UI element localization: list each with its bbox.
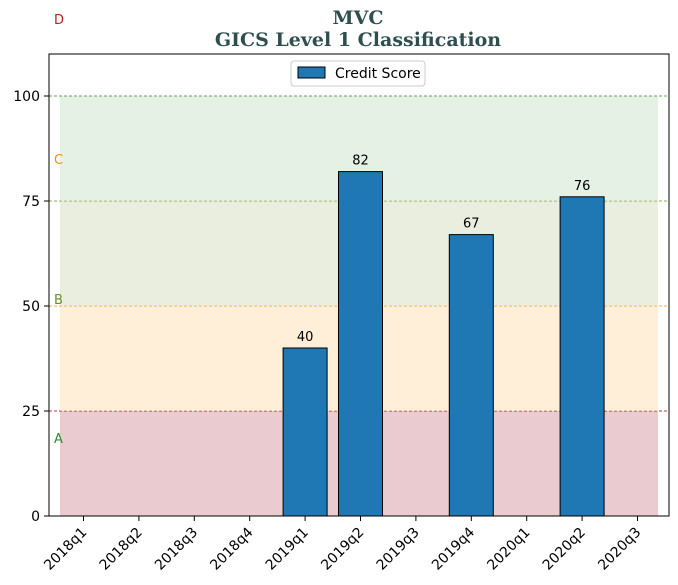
bar-2019q1 xyxy=(282,347,328,517)
legend-label: Credit Score xyxy=(335,66,421,82)
bar-label-2019q1: 40 xyxy=(297,330,314,345)
x-tick-label-2019q2: 2019q2 xyxy=(318,525,367,574)
bar-label-2020q2: 76 xyxy=(574,179,591,194)
band-label-A: A xyxy=(54,432,63,447)
legend: Credit Score xyxy=(290,60,426,87)
x-axis: 2018q1 2018q2 2018q3 2018q4 2019q1 2019q2 2019… xyxy=(41,516,644,574)
y-tick-label-0: 0 xyxy=(31,509,40,525)
bar-label-2019q2: 82 xyxy=(352,154,369,169)
band-label-B: B xyxy=(54,293,63,308)
bars xyxy=(282,171,605,517)
bar-label-2019q4: 67 xyxy=(463,217,480,232)
x-tick-label-2018q1: 2018q1 xyxy=(41,525,90,574)
band-label-D: D xyxy=(54,13,64,28)
legend-swatch xyxy=(297,66,326,79)
x-tick-label-2018q4: 2018q4 xyxy=(207,524,256,573)
x-tick-label-2018q2: 2018q2 xyxy=(97,525,146,574)
bar-value-labels: 40 82 67 76 xyxy=(297,154,591,345)
x-tick-label-2020q3: 2020q3 xyxy=(595,525,644,574)
y-axis: 0 25 50 75 100 xyxy=(13,89,49,525)
chart-subtitle: GICS Level 1 Classification xyxy=(215,29,501,51)
plot-frame xyxy=(48,53,670,517)
bar-2019q4 xyxy=(448,234,494,517)
x-tick-label-2018q3: 2018q3 xyxy=(152,525,201,574)
y-tick-label-25: 25 xyxy=(22,404,40,420)
y-tick-label-75: 75 xyxy=(22,194,40,210)
y-tick-label-50: 50 xyxy=(22,299,40,315)
band-label-C: C xyxy=(54,153,63,168)
bar-2020q2 xyxy=(559,196,605,517)
x-tick-label-2019q4: 2019q4 xyxy=(429,524,478,573)
y-tick-label-100: 100 xyxy=(13,89,40,105)
x-tick-label-2019q3: 2019q3 xyxy=(374,525,423,574)
chart-title: MVC xyxy=(333,7,384,29)
rating-band-labels: A B C D xyxy=(54,13,64,447)
x-tick-label-2020q1: 2020q1 xyxy=(484,525,533,574)
bar-2019q2 xyxy=(338,171,383,517)
x-tick-label-2020q2: 2020q2 xyxy=(540,525,589,574)
x-tick-label-2019q1: 2019q1 xyxy=(263,525,312,574)
